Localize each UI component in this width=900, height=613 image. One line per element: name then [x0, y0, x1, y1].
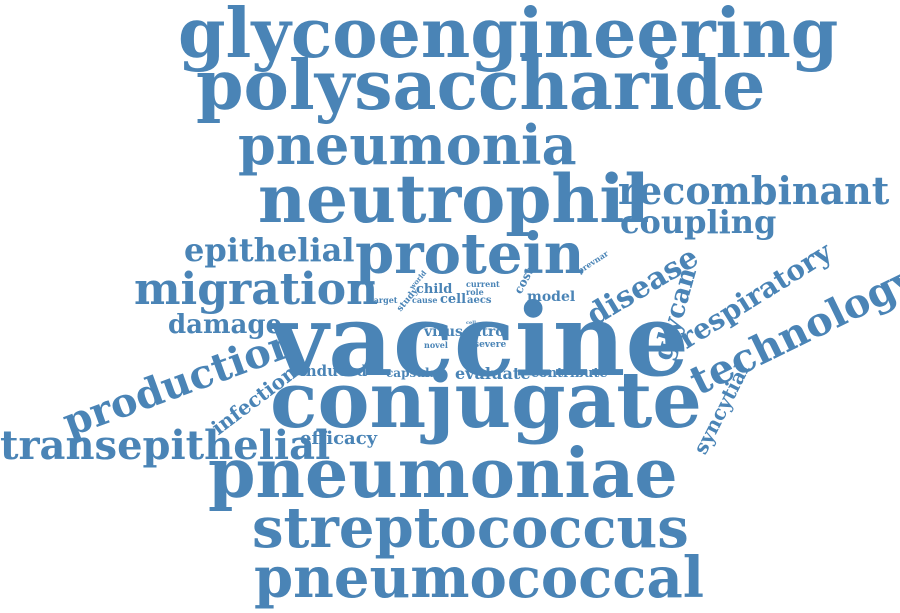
word-protein: protein [355, 221, 585, 287]
word-capsular: capsular [386, 366, 444, 380]
word-pneumococcal: pneumococcal [254, 545, 705, 611]
word-evaluate: evaluate [455, 364, 531, 383]
word-target: target [370, 295, 398, 305]
word-induced: induced [300, 362, 368, 380]
word-vaccine: vaccine [270, 281, 689, 399]
word-severe: severe [474, 340, 507, 350]
word-pneumoniae: pneumoniae [208, 434, 678, 514]
word-transepithelial: transepithelial [0, 422, 331, 469]
word-aecs: aecs [467, 295, 492, 306]
word-current: current [466, 279, 500, 289]
word-coupling: coupling [620, 203, 777, 241]
word-virus: virus [424, 324, 463, 340]
word-conjugate: conjugate [270, 355, 702, 446]
word-cell-small: cell [466, 320, 477, 326]
word-novel: novel [424, 340, 448, 350]
word-epithelial: epithelial [184, 231, 355, 269]
word-neutrophil: neutrophil [258, 160, 650, 238]
word-migration: migration [134, 264, 379, 315]
word-streptococcus: streptococcus [252, 495, 689, 561]
word-damage: damage [168, 310, 283, 340]
word-efficacy: efficacy [300, 428, 378, 449]
word-cause: cause [412, 295, 438, 305]
word-cell: cell [440, 292, 467, 307]
word-contribute: contribute [531, 366, 608, 381]
word-vitro: vitro [468, 324, 505, 340]
word-model: model [527, 289, 576, 305]
word-child: child [416, 282, 453, 297]
word-glycoengineering: glycoengineering [178, 0, 839, 74]
word-polysaccharide: polysaccharide [196, 46, 766, 126]
word-pneumonia: pneumonia [238, 113, 577, 177]
word-recombinant: recombinant [618, 168, 890, 213]
word-role: role [466, 287, 484, 297]
